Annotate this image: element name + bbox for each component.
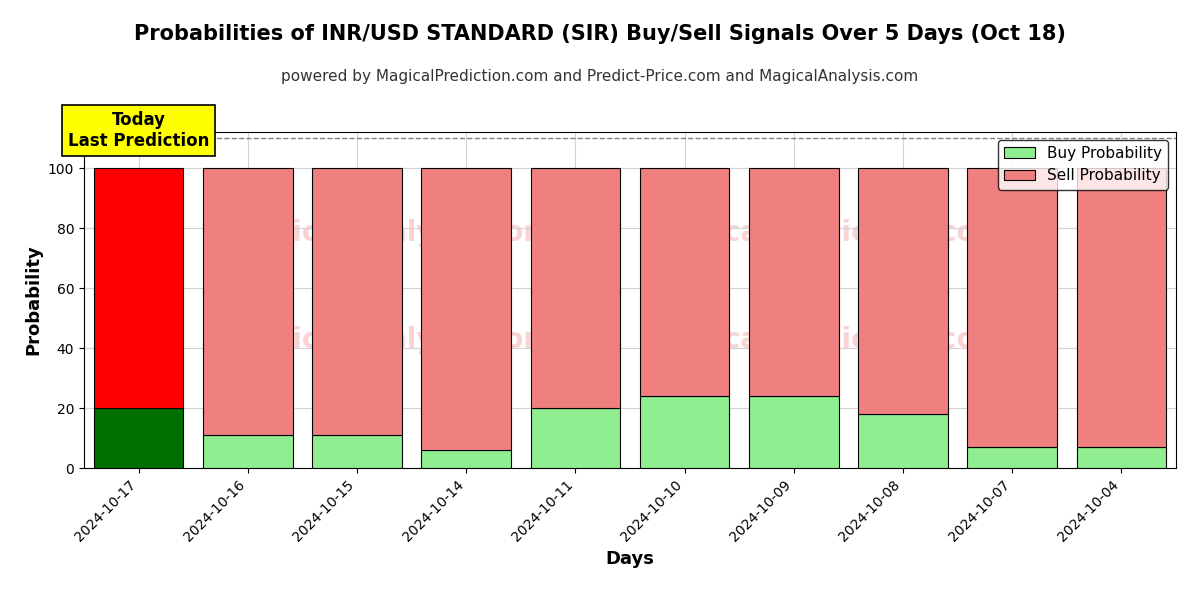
Bar [640, 396, 730, 468]
Bar [312, 168, 402, 435]
Legend: Buy Probability, Sell Probability: Buy Probability, Sell Probability [998, 140, 1169, 190]
Bar [312, 435, 402, 468]
Bar [640, 168, 730, 396]
Bar [203, 435, 293, 468]
Y-axis label: Probability: Probability [24, 245, 42, 355]
X-axis label: Days: Days [606, 550, 654, 568]
Bar [858, 414, 948, 468]
Text: powered by MagicalPrediction.com and Predict-Price.com and MagicalAnalysis.com: powered by MagicalPrediction.com and Pre… [281, 69, 919, 84]
Text: MagicalPrediction.com: MagicalPrediction.com [648, 219, 1004, 247]
Bar [94, 168, 184, 408]
Bar [749, 396, 839, 468]
Bar [749, 168, 839, 396]
Bar [967, 168, 1057, 447]
Bar [1076, 447, 1166, 468]
Bar [530, 408, 620, 468]
Bar [530, 168, 620, 408]
Bar [858, 168, 948, 414]
Bar [94, 408, 184, 468]
Text: MagicalAnalysis.com: MagicalAnalysis.com [227, 326, 553, 355]
Text: MagicalAnalysis.com: MagicalAnalysis.com [227, 219, 553, 247]
Bar [421, 168, 511, 450]
Bar [967, 447, 1057, 468]
Text: Today
Last Prediction: Today Last Prediction [68, 111, 209, 150]
Text: Probabilities of INR/USD STANDARD (SIR) Buy/Sell Signals Over 5 Days (Oct 18): Probabilities of INR/USD STANDARD (SIR) … [134, 24, 1066, 44]
Text: MagicalPrediction.com: MagicalPrediction.com [648, 326, 1004, 355]
Bar [203, 168, 293, 435]
Bar [1076, 168, 1166, 447]
Bar [421, 450, 511, 468]
